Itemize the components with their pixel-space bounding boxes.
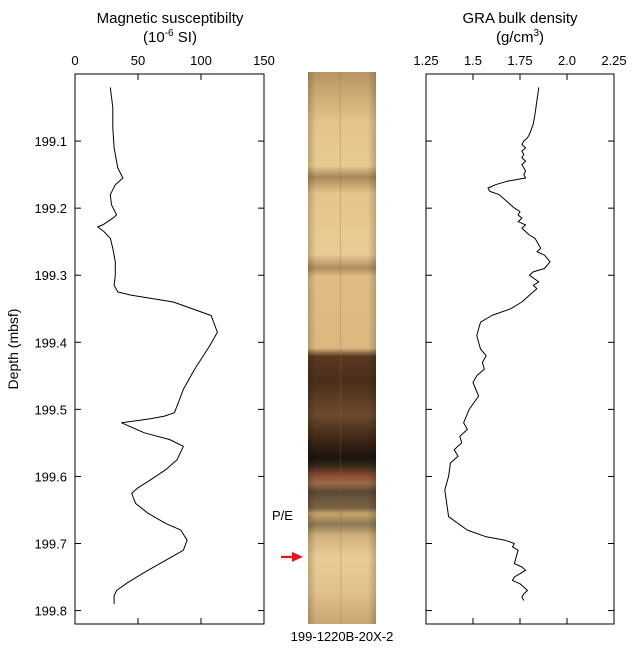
core-label: 199-1220B-20X-2: [291, 629, 394, 644]
chart2-subtitle-a: (g/cm: [496, 29, 534, 46]
y-tick-label: 199.2: [34, 201, 67, 216]
y-tick-label: 199.7: [34, 537, 67, 552]
chart2-series-line: [444, 87, 551, 601]
y-axis-label: Depth (mbsf): [5, 309, 21, 390]
y-tick-label: 199.8: [34, 604, 67, 619]
chart1-subtitle: (10-6 SI): [143, 28, 197, 46]
chart1-subtitle-a: (10: [143, 29, 165, 46]
x-tick-label: 0: [71, 53, 78, 68]
pe-arrow-icon: [281, 551, 303, 562]
chart2-x-ticks: 1.25 1.5 1.75 2.0 2.25: [413, 53, 627, 624]
chart1-x-ticks: 0 50 100 150: [71, 53, 275, 624]
y-tick-label: 199.5: [34, 402, 67, 417]
x-tick-label: 1.75: [507, 53, 532, 68]
x-tick-label: 150: [253, 53, 275, 68]
x-tick-label: 2.0: [558, 53, 576, 68]
chart1-series-line: [97, 87, 218, 604]
chart1-subtitle-b: SI): [174, 29, 197, 46]
y-tick-label: 199.4: [34, 335, 67, 350]
pe-arrow-head: [292, 551, 303, 562]
y-tick-label: 199.6: [34, 469, 67, 484]
y-tick-label: 199.1: [34, 134, 67, 149]
magnetic-susceptibility-chart: Magnetic susceptibilty (10-6 SI) 0 50 100 1…: [5, 10, 275, 625]
chart2-subtitle-b: ): [539, 29, 544, 46]
chart1-subtitle-sup: -6: [165, 28, 174, 39]
x-tick-label: 1.25: [413, 53, 438, 68]
core-photo-shading: [308, 72, 376, 624]
gra-bulk-density-chart: GRA bulk density (g/cm3) 1.25 1.5 1.75 2.0 2…: [413, 10, 627, 625]
y-tick-label: 199.3: [34, 268, 67, 283]
chart2-y-ticks: [426, 140, 614, 612]
core-photo: 199-1220B-20X-2 P/E: [272, 71, 394, 644]
chart2-subtitle-sup: 3: [533, 28, 539, 39]
chart1-y-ticks: 199.1 199.2 199.3 199.4 199.5 199.6 199.7 199.8: [34, 134, 264, 619]
chart1-title: Magnetic susceptibilty: [97, 10, 244, 27]
chart2-frame: [425, 73, 615, 625]
core-crack: [339, 71, 342, 625]
chart2-title: GRA bulk density: [462, 10, 578, 27]
chart2-subtitle: (g/cm3): [496, 28, 544, 46]
x-tick-label: 1.5: [464, 53, 482, 68]
x-tick-label: 2.25: [601, 53, 626, 68]
x-tick-label: 100: [190, 53, 212, 68]
chart1-frame: [74, 73, 265, 625]
x-tick-label: 50: [131, 53, 145, 68]
pe-marker-label: P/E: [272, 508, 293, 523]
